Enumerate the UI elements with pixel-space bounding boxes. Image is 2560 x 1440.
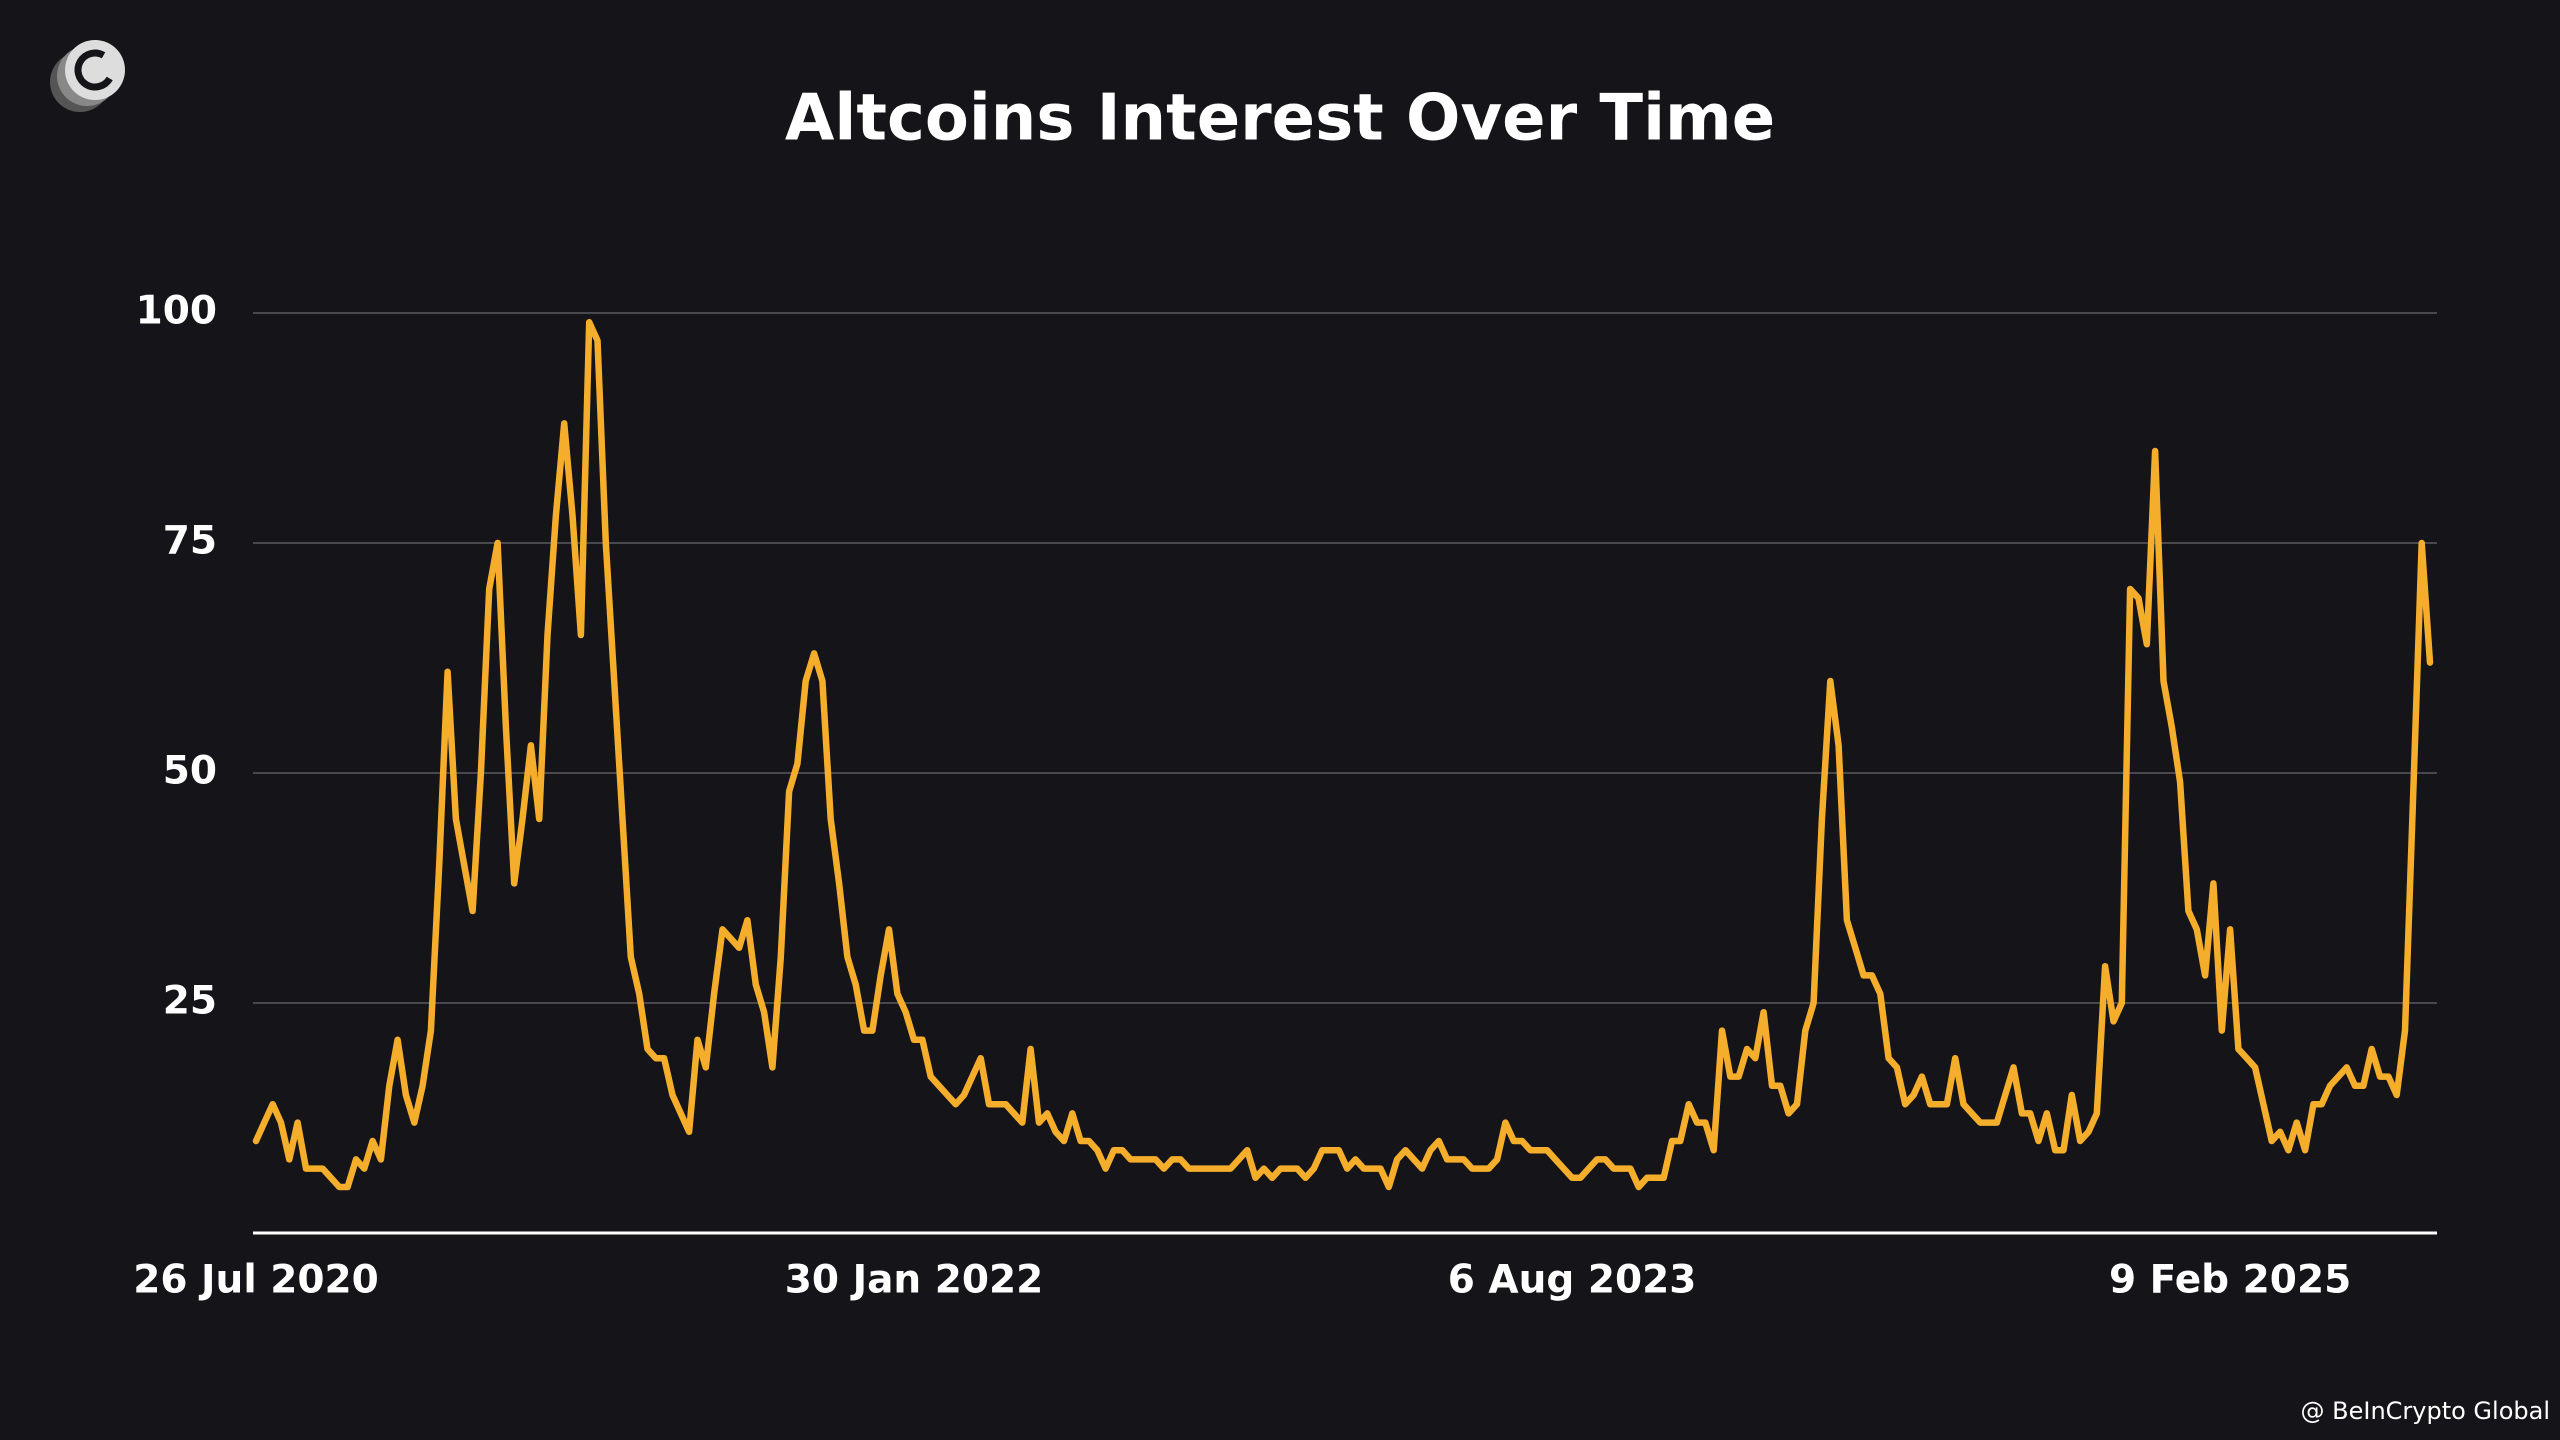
y-tick-label: 100 bbox=[136, 289, 217, 334]
y-tick-label: 50 bbox=[163, 749, 217, 794]
logo-mark bbox=[74, 49, 116, 91]
y-tick-label: 25 bbox=[163, 979, 217, 1024]
data-line bbox=[252, 318, 2434, 1191]
y-tick-label: 75 bbox=[163, 519, 217, 564]
watermark: @ BeInCrypto Global bbox=[2301, 1397, 2551, 1425]
logo-circle bbox=[65, 40, 125, 100]
x-tick-label: 9 Feb 2025 bbox=[2109, 1258, 2351, 1303]
x-tick-label: 26 Jul 2020 bbox=[133, 1258, 379, 1303]
x-tick-label: 30 Jan 2022 bbox=[785, 1258, 1044, 1303]
chart-title: Altcoins Interest Over Time bbox=[785, 82, 1775, 156]
x-tick-label: 6 Aug 2023 bbox=[1448, 1258, 1697, 1303]
logo bbox=[50, 40, 125, 112]
